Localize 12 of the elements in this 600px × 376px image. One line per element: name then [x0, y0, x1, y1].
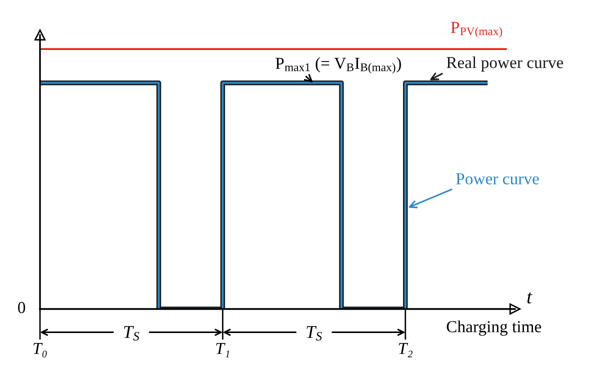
text: Power curve: [456, 173, 539, 184]
annotation: P$_{max1}$ (= V$_{B}$I$_{B(max)}$): [276, 57, 401, 74]
x-tick-label: T₁: [216, 342, 230, 358]
text: Charging time: [446, 320, 542, 336]
x-tick-label: T₀: [34, 342, 47, 358]
series-label: P$_{PV(max)}$: [450, 22, 502, 38]
x-axis-title: t: [527, 292, 532, 304]
text: 0: [18, 302, 26, 314]
text: T$_{S}$: [124, 326, 140, 341]
series-label: Real power curve: [446, 56, 564, 72]
text: T$_{S}$: [306, 326, 322, 341]
x-tick-label: T₂: [398, 342, 413, 358]
